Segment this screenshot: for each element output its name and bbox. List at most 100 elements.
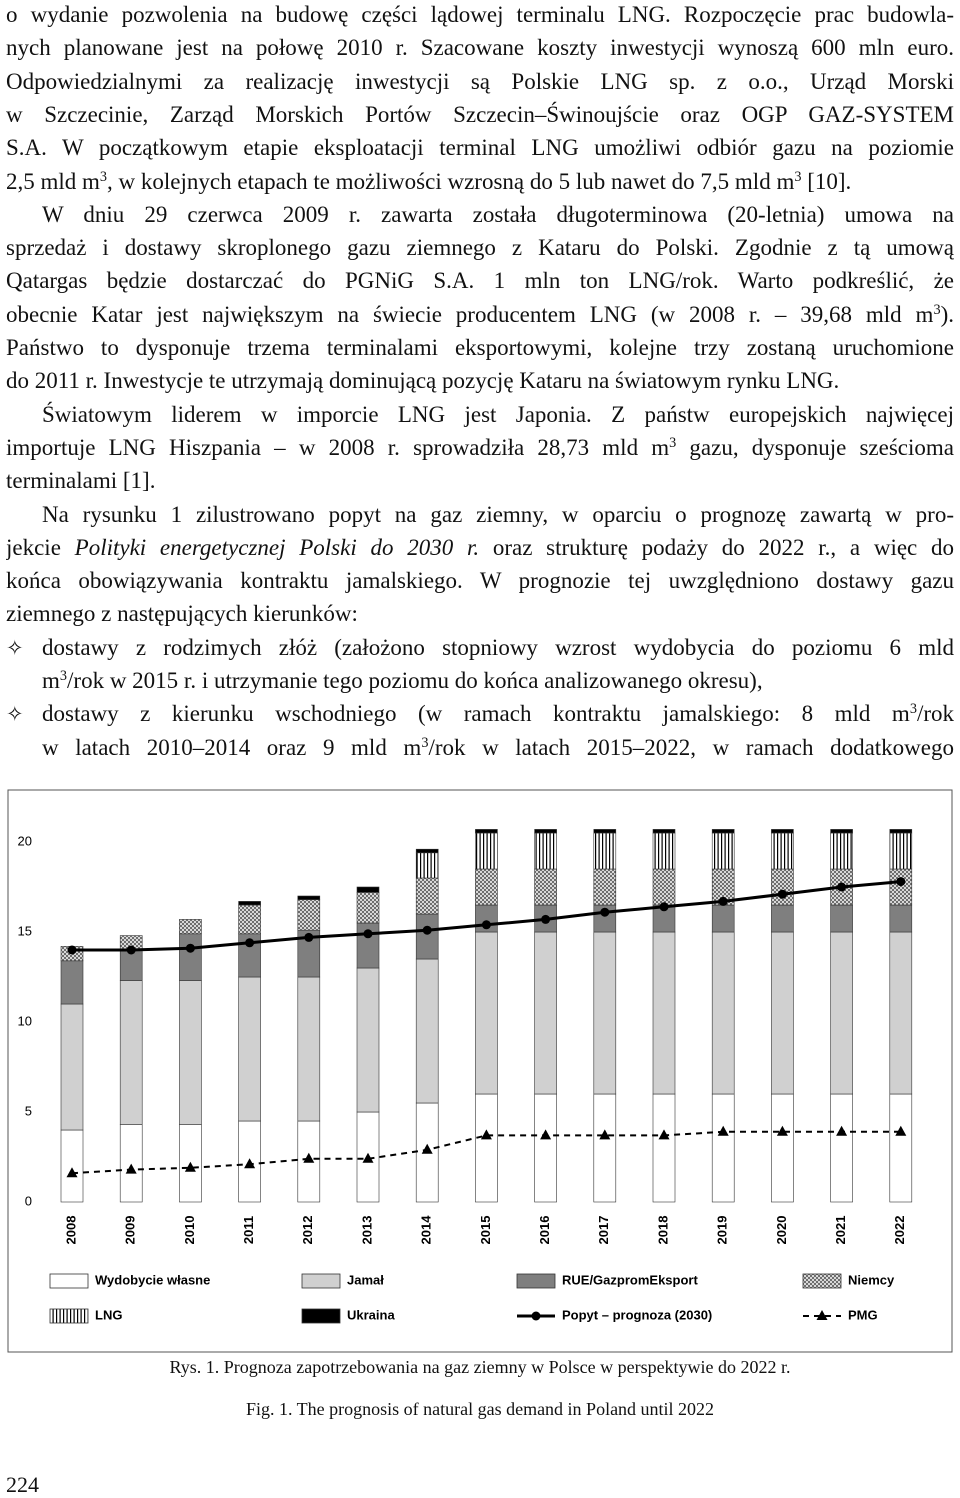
text-line: jekcie Polityki energetycznej Polski do … xyxy=(6,533,954,563)
bar-segment xyxy=(771,931,794,1095)
text-run: terminalami [1]. xyxy=(6,468,156,494)
text-run: dostawy z kierunku wschodniego (w ramach… xyxy=(42,701,910,727)
line-marker xyxy=(600,907,610,917)
bar-segment xyxy=(475,1093,498,1203)
text-line: dostawy z rodzimych złóż (założono stopn… xyxy=(42,633,954,663)
text-line: S.A. W początkowym etapie eksploatacji t… xyxy=(6,133,954,163)
line-series xyxy=(71,1130,901,1175)
caption: Rys. 1. Prognoza zapotrzebowania na gaz … xyxy=(169,1357,791,1377)
text-run: ). xyxy=(940,301,954,327)
text-run: , w kolejnych etapach te możliwości wzro… xyxy=(107,168,795,194)
bar-segment xyxy=(889,931,913,1095)
text-line: do 2011 r. Inwestycje te utrzymają domin… xyxy=(6,366,954,396)
text-line: obecnie Katar jest największym na świeci… xyxy=(6,300,954,330)
text-line: Państwo to dysponuje trzema terminalami … xyxy=(6,333,954,363)
bar-segment xyxy=(652,868,676,906)
line-marker xyxy=(658,1129,670,1140)
bar-segment xyxy=(771,829,794,834)
bar-segment xyxy=(534,931,557,1095)
superscript: 3 xyxy=(421,734,429,751)
bar-segment xyxy=(534,1093,557,1203)
bar-segment xyxy=(238,976,261,1122)
bar-segment xyxy=(711,829,735,834)
bar-segment xyxy=(593,829,617,834)
bar-segment xyxy=(534,829,557,834)
line-marker xyxy=(480,1129,492,1140)
bar-segment xyxy=(652,832,676,870)
bar-segment xyxy=(652,1093,676,1203)
text-line: nych planowane jest na połowę 2010 r. Sz… xyxy=(6,33,954,63)
text-run: /rok w latach 2015–2022, w ramach dodatk… xyxy=(428,734,954,760)
legend-swatch xyxy=(802,1273,842,1289)
bullet-marker: ✧ xyxy=(6,635,24,660)
line-marker xyxy=(126,945,136,955)
legend-marker xyxy=(531,1311,541,1321)
text-run: gazu, dysponuje sześcioma xyxy=(676,434,954,460)
bar-segment xyxy=(297,895,321,900)
text-run: jekcie xyxy=(6,534,75,560)
line-marker xyxy=(895,1125,907,1136)
x-tick-label: 2014 xyxy=(419,1215,434,1245)
x-tick-label: 2019 xyxy=(715,1216,730,1245)
legend-label: PMG xyxy=(848,1307,878,1322)
line-marker xyxy=(422,925,432,935)
y-tick-label: 0 xyxy=(25,1193,32,1208)
bar-segment xyxy=(475,829,498,834)
bar-segment xyxy=(771,868,794,906)
text-run: [10]. xyxy=(801,168,852,194)
bar-segment xyxy=(711,1093,735,1203)
text-run: Qatargas będzie dostarczać do PGNiG S.A.… xyxy=(6,268,954,294)
text-run: końca obowiązywania kontraktu jamalskieg… xyxy=(6,568,954,594)
bar-segment xyxy=(415,848,439,854)
text-run: ziemnego z następujących kierunków: xyxy=(6,601,358,627)
bar-segment xyxy=(593,832,617,870)
superscript: 3 xyxy=(669,435,677,452)
legend-label: Popyt – prognoza (2030) xyxy=(562,1307,712,1322)
x-tick-label: 2016 xyxy=(537,1216,552,1245)
bar-segment xyxy=(889,1093,913,1203)
text-line: Na rysunku 1 zilustrowano popyt na gaz z… xyxy=(42,500,954,530)
bar-segment xyxy=(830,931,853,1095)
superscript: 3 xyxy=(59,668,68,685)
text-line: Światowym liderem w imporcie LNG jest Ja… xyxy=(42,400,954,430)
legend-swatch xyxy=(49,1273,89,1289)
x-tick-label: 2022 xyxy=(892,1216,907,1245)
text-run: S.A. W początkowym etapie eksploatacji t… xyxy=(6,135,954,161)
line-marker xyxy=(66,1167,78,1178)
line-marker xyxy=(837,882,847,892)
bar-segment xyxy=(119,1124,143,1203)
bar-segment xyxy=(415,877,439,915)
text-run: obecnie Katar jest największym na świeci… xyxy=(6,301,934,327)
x-tick-label: 2018 xyxy=(655,1216,670,1245)
x-tick-label: 2017 xyxy=(596,1216,611,1245)
text-run: dostawy z rodzimych złóż (założono stopn… xyxy=(42,634,954,660)
text-run: sprzedaż i dostawy skroplonego gazu ziem… xyxy=(6,235,954,261)
superscript: 3 xyxy=(933,301,941,318)
bar-segment xyxy=(179,980,202,1125)
line-marker xyxy=(896,877,906,887)
text-line: sprzedaż i dostawy skroplonego gazu ziem… xyxy=(6,233,954,263)
legend-label: Jamał xyxy=(347,1272,384,1287)
bar-segment xyxy=(593,931,617,1095)
line-marker xyxy=(421,1143,433,1154)
bar-segment xyxy=(119,949,143,981)
bar-segment xyxy=(830,829,853,834)
text-run: w Szczecinie, Zarząd Morskich Portów Szc… xyxy=(6,101,954,127)
bar-segment xyxy=(238,901,261,906)
legend-label: Wydobycie własne xyxy=(95,1272,210,1287)
text-line: 2,5 mld m3, w kolejnych etapach te możli… xyxy=(6,167,954,197)
bar-segment xyxy=(771,832,794,870)
text-line: m3/rok w 2015 r. i utrzymanie tego pozio… xyxy=(42,666,954,696)
line-marker xyxy=(303,1152,315,1163)
legend-label: Niemcy xyxy=(848,1272,895,1287)
text-run: do 2011 r. Inwestycje te utrzymają domin… xyxy=(6,368,840,394)
line-marker xyxy=(362,1152,374,1163)
line-marker xyxy=(185,943,195,953)
y-tick-label: 20 xyxy=(18,833,32,848)
text-line: w latach 2010–2014 oraz 9 mld m3/rok w l… xyxy=(42,733,954,763)
bar-segment xyxy=(830,1093,853,1203)
text-run: m xyxy=(42,668,60,693)
line-marker xyxy=(540,1129,552,1140)
x-tick-label: 2012 xyxy=(300,1216,315,1245)
